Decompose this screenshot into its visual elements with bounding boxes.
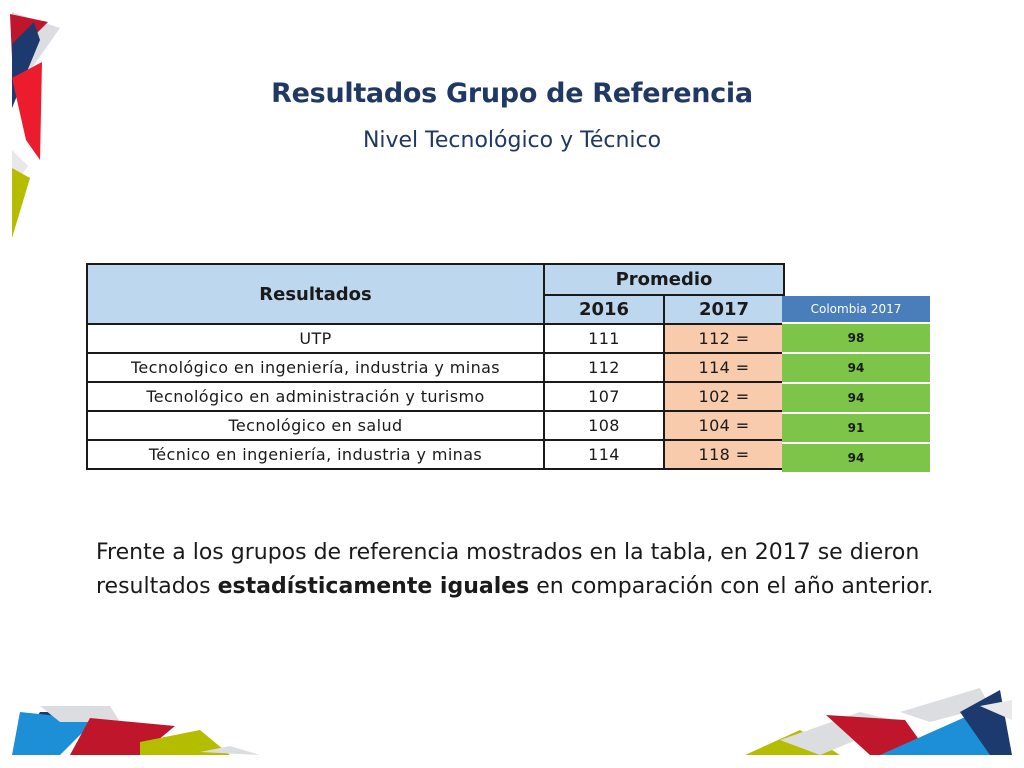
header-year-2017: 2017 [663, 294, 785, 325]
table-row: Tecnológico en salud 108 104 = [86, 410, 785, 441]
colombia-header: Colombia 2017 [782, 296, 930, 324]
table-row: UTP 111 112 = [86, 323, 785, 354]
colombia-value: 91 [782, 414, 930, 444]
slide-title: Resultados Grupo de Referencia [271, 78, 753, 109]
value-2017: 112 = [663, 323, 785, 354]
value-2016: 111 [543, 323, 665, 354]
value-2016: 107 [543, 381, 665, 412]
value-2017: 118 = [663, 439, 785, 470]
value-2016: 114 [543, 439, 665, 470]
row-label: UTP [86, 323, 545, 354]
conclusion-after: en comparación con el año anterior. [529, 574, 934, 599]
table-row: Tecnológico en ingeniería, industria y m… [86, 352, 785, 383]
results-table: Resultados Promedio 2016 2017 UTP 111 11… [86, 263, 785, 470]
slide-subtitle: Nivel Tecnológico y Técnico [362, 128, 662, 153]
conclusion-before: Frente a los grupos de referencia mostra… [96, 540, 920, 599]
value-2016: 112 [543, 352, 665, 383]
row-label: Tecnológico en ingeniería, industria y m… [86, 352, 545, 383]
colombia-value: 94 [782, 444, 930, 474]
colombia-value: 94 [782, 384, 930, 414]
colombia-value: 94 [782, 354, 930, 384]
conclusion-emphasis: estadísticamente iguales [217, 574, 530, 599]
colombia-value: 98 [782, 324, 930, 354]
colombia-2017-column: Colombia 2017 98 94 94 91 94 [782, 296, 930, 474]
conclusion-text: Frente a los grupos de referencia mostra… [96, 536, 976, 604]
value-2017: 104 = [663, 410, 785, 441]
header-promedio: Promedio [543, 263, 785, 296]
header-year-2016: 2016 [543, 294, 665, 325]
header-resultados: Resultados [86, 263, 545, 325]
value-2017: 114 = [663, 352, 785, 383]
row-label: Tecnológico en salud [86, 410, 545, 441]
row-label: Técnico en ingeniería, industria y minas [86, 439, 545, 470]
table-row: Técnico en ingeniería, industria y minas… [86, 439, 785, 470]
row-label: Tecnológico en administración y turismo [86, 381, 545, 412]
table-row: Tecnológico en administración y turismo … [86, 381, 785, 412]
value-2016: 108 [543, 410, 665, 441]
value-2017: 102 = [663, 381, 785, 412]
